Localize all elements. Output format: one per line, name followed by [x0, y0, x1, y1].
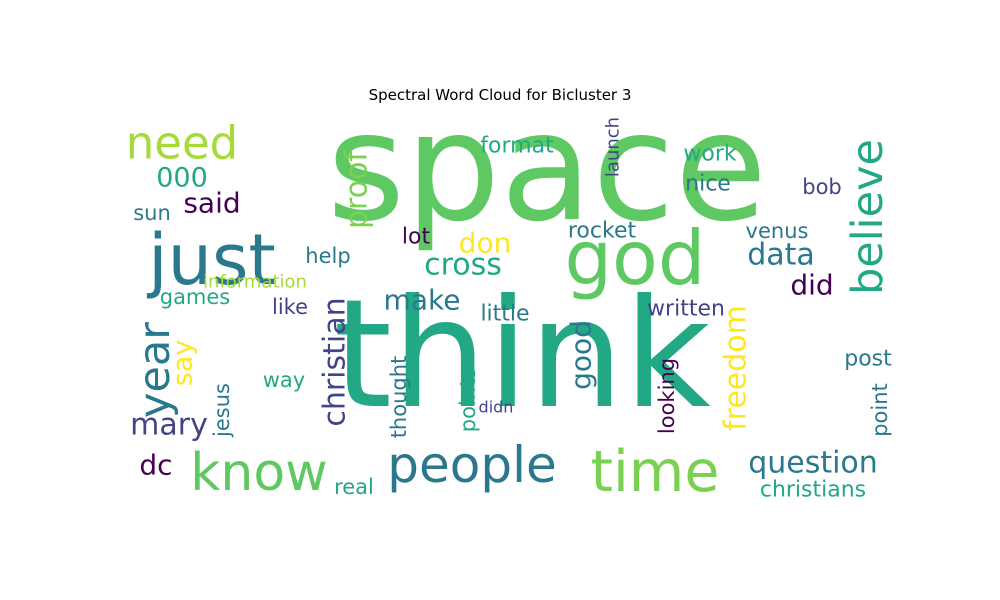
word-make: make — [384, 284, 461, 317]
word-jesus: jesus — [210, 383, 234, 438]
word-sun: sun — [133, 201, 171, 225]
chart-title: Spectral Word Cloud for Bicluster 3 — [368, 86, 632, 104]
word-looking: looking — [655, 358, 679, 434]
word-lot: lot — [402, 225, 431, 250]
word-didn: didn — [479, 398, 514, 417]
word-post: post — [844, 347, 892, 372]
word-real: real — [334, 475, 374, 498]
word-games: games — [160, 285, 231, 309]
word-nice: nice — [685, 172, 731, 197]
word-thought: thought — [387, 356, 411, 439]
word-format: format — [480, 134, 554, 159]
word-points: points — [456, 368, 480, 433]
word-need: need — [126, 117, 238, 170]
word-said: said — [183, 187, 240, 220]
word-mary: mary — [130, 408, 208, 443]
word-point: point — [868, 383, 892, 437]
word-bob: bob — [802, 175, 842, 199]
word-cross: cross — [424, 248, 502, 283]
word-think: think — [333, 268, 711, 442]
word-know: know — [190, 443, 327, 498]
word-way: way — [263, 368, 305, 392]
word-god: god — [564, 214, 705, 302]
word-help: help — [305, 244, 350, 268]
word-information: information — [203, 272, 307, 293]
word-dc: dc — [139, 449, 172, 482]
word-launch: launch — [603, 117, 624, 177]
word-little: little — [480, 302, 529, 327]
word-don: don — [459, 227, 512, 260]
word-believe: believe — [843, 139, 893, 295]
word-time: time — [591, 439, 720, 498]
word-work: work — [683, 142, 736, 167]
word-venus: venus — [746, 219, 809, 243]
word-like: like — [272, 295, 308, 319]
word-did: did — [790, 269, 833, 302]
word-proof: proof — [340, 150, 375, 229]
word-space: space — [327, 110, 767, 255]
word-good: good — [565, 320, 598, 390]
word-rocket: rocket — [568, 219, 637, 244]
word-christian: christian — [318, 297, 353, 426]
word-christians: christians — [760, 478, 866, 499]
word-cloud: space think god just time know people believe ne… — [125, 110, 900, 498]
word-just: just — [146, 219, 276, 301]
word-people: people — [387, 436, 556, 494]
word-data: data — [747, 238, 815, 273]
word-question: question — [748, 446, 878, 481]
word-year: year — [130, 322, 180, 418]
word-written: written — [647, 297, 725, 322]
word-000: 000 — [156, 163, 208, 194]
word-freedom: freedom — [719, 305, 754, 431]
word-say: say — [168, 340, 199, 387]
